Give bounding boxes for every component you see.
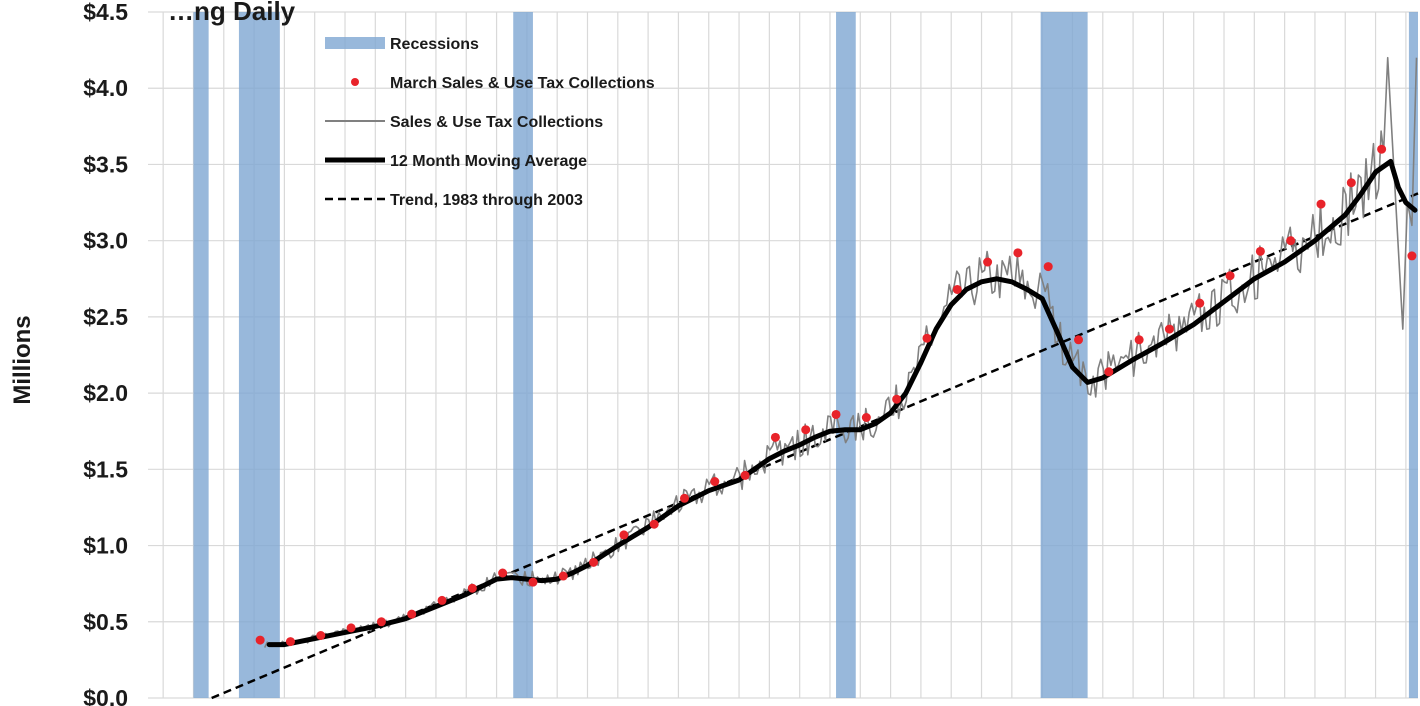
march-point [498,568,508,578]
march-point [1255,246,1265,256]
vertical-gridlines [162,12,1407,698]
march-point [407,609,417,619]
march-point [831,409,841,419]
march-point [649,519,659,529]
y-tick-labels: $0.0 $0.5 $1.0 $1.5 $2.0 $2.5 $3.0 $3.5 $4.0 $4.5 [83,0,128,706]
march-point [1316,199,1326,209]
march-point [376,617,386,627]
march-point [528,577,538,587]
y-tick-label: $3.5 [83,151,128,177]
y-tick-label: $2.0 [83,380,128,406]
march-point [1195,298,1205,308]
march-point [801,425,811,435]
y-tick-label: $4.5 [83,0,128,25]
legend-label-trend: Trend, 1983 through 2003 [390,192,583,209]
y-tick-label: $2.5 [83,304,128,330]
chart-legend: Recessions March Sales & Use Tax Collect… [325,36,655,209]
march-point [740,470,750,480]
recession-band [238,12,280,698]
march-point [1225,271,1235,281]
march-point [1164,324,1174,334]
march-point [861,413,871,423]
march-point [437,595,447,605]
march-point [679,493,689,503]
march-point [467,583,477,593]
recession-band [193,12,209,698]
march-point [1043,262,1053,272]
y-tick-label: $3.0 [83,228,128,254]
march-point [285,637,295,647]
legend-marker-march [351,78,359,86]
march-point [1407,251,1417,261]
moving-average-line-group [266,158,1418,648]
recession-band [1040,12,1088,698]
march-point [1286,236,1296,246]
recession-band [513,12,533,698]
march-point [1377,144,1387,154]
march-points-group [255,144,1417,647]
y-tick-label: $0.0 [83,685,128,706]
march-point [255,635,265,645]
march-point [346,623,356,633]
march-point [892,394,902,404]
march-point [952,284,962,294]
march-point [983,257,993,267]
legend-label-monthly: Sales & Use Tax Collections [390,114,603,131]
march-point [1134,335,1144,345]
legend-label-ma: 12 Month Moving Average [390,153,587,170]
recession-band [1408,12,1418,698]
march-point [558,571,568,581]
march-point [1104,367,1114,377]
legend-swatch-recessions [325,37,385,49]
y-tick-label: $0.5 [83,609,128,635]
march-point [1346,178,1356,188]
march-point [922,333,932,343]
y-tick-label: $1.5 [83,456,128,482]
march-point [589,557,599,567]
y-tick-label: $1.0 [83,533,128,559]
legend-label-march: March Sales & Use Tax Collections [390,75,655,92]
moving-average-line [266,158,1418,648]
chart-title: …ng Daily [168,0,296,26]
march-point [619,530,629,540]
horizontal-gridlines [148,11,1418,699]
march-point [316,630,326,640]
y-axis-label: Millions [9,315,36,404]
march-point [1013,248,1023,258]
march-point [770,432,780,442]
march-point [710,477,720,487]
recession-band [836,12,856,698]
recession-bands [193,12,1418,698]
march-point [1074,335,1084,345]
legend-label-recessions: Recessions [390,36,479,53]
y-tick-label: $4.0 [83,75,128,101]
